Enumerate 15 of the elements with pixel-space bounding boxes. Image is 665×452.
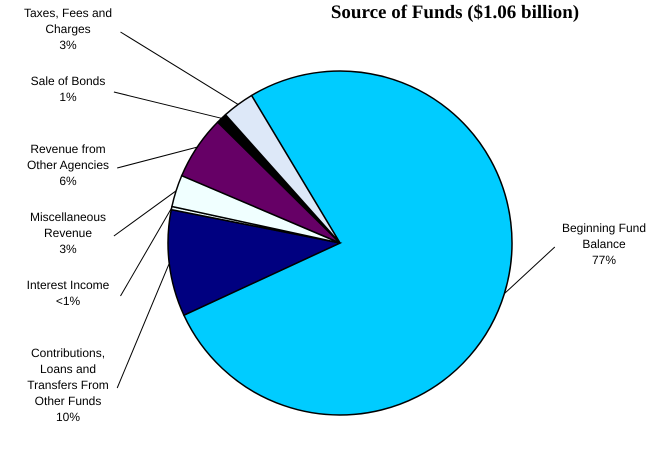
data-label: 10% [56,410,80,424]
data-label: 6% [59,174,77,188]
slice-label: Interest Income [26,278,110,292]
data-label: 3% [59,38,77,52]
slice-label: Beginning Fund Balance [562,221,646,251]
slice-label: Revenue from Other Agencies [26,142,110,172]
data-label: 77% [592,253,616,267]
slice-label: Miscellaneous Revenue [30,210,106,240]
slice-label: Sale of Bonds [30,74,106,88]
data-label: 1% [59,90,77,104]
slice-label: Contributions, Loans and Transfers From Other Funds [27,346,109,408]
data-label: 3% [59,242,77,256]
slice-label: Taxes, Fees and Charges [24,6,112,36]
chart-title: Source of Funds ($1.06 billion) [330,2,580,23]
data-label: <1% [56,294,80,308]
